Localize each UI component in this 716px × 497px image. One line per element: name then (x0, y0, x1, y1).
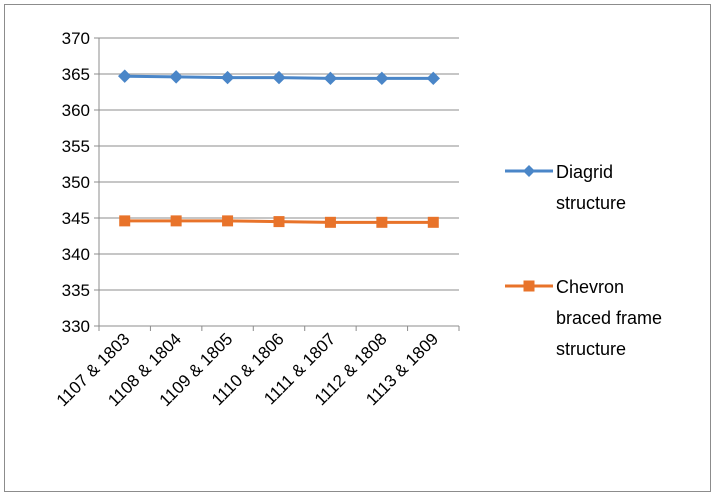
legend-marker-square (523, 280, 535, 292)
data-point-square (376, 216, 388, 228)
legend-label: braced frame (556, 308, 662, 328)
legend-label: structure (556, 339, 626, 359)
y-tick-labels: 370 365 360 355 350 345 340 335 330 (62, 29, 90, 336)
data-point-square (427, 216, 439, 228)
data-point-diamond (220, 70, 235, 85)
series-lines (118, 69, 440, 228)
data-point-diamond (118, 69, 132, 83)
legend-label: Chevron (556, 277, 624, 297)
data-point-diamond (426, 71, 440, 86)
axes (94, 37, 460, 331)
legend: Diagrid structure Chevron braced frame struc… (505, 162, 662, 359)
y-tick-label: 365 (62, 65, 90, 84)
data-point-square (222, 215, 234, 227)
data-point-diamond (375, 71, 389, 86)
legend-label: Diagrid (556, 162, 613, 182)
y-tick-label: 340 (62, 245, 90, 264)
data-point-square (273, 216, 285, 228)
data-point-square (324, 216, 336, 228)
y-tick-label: 360 (62, 101, 90, 120)
data-point-square (170, 215, 182, 227)
data-point-square (119, 215, 131, 227)
y-tick-label: 330 (62, 317, 90, 336)
chart-frame: 370 365 360 355 350 345 340 335 330 1107 & 1803 1… (4, 4, 711, 492)
y-tick-label: 345 (62, 209, 90, 228)
y-tick-label: 350 (62, 173, 90, 192)
legend-label: structure (556, 193, 626, 213)
legend-marker-diamond (523, 165, 535, 177)
line-chart: 370 365 360 355 350 345 340 335 330 1107 & 18031… (53, 29, 662, 410)
data-point-diamond (323, 71, 338, 86)
data-point-diamond (272, 70, 286, 85)
y-tick-label: 335 (62, 281, 90, 300)
y-tick-label: 355 (62, 137, 90, 156)
data-point-diamond (169, 70, 183, 84)
y-tick-label: 370 (62, 29, 90, 48)
